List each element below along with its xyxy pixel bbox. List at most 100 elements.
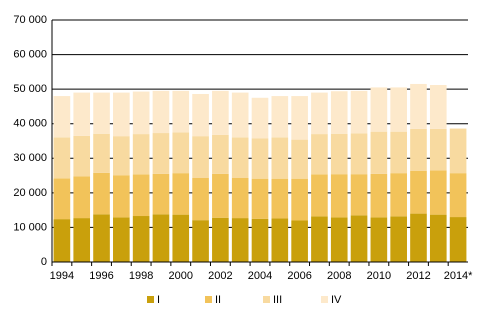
bar-segment	[449, 173, 467, 218]
bar-segment	[271, 178, 289, 219]
x-tick-label: 2004	[248, 270, 272, 282]
bar-segment	[113, 175, 130, 218]
bar-segment	[192, 93, 209, 137]
legend-swatch	[321, 296, 328, 303]
bar-segment	[231, 137, 249, 178]
y-tick-label: 40 000	[13, 118, 47, 130]
bar-segment	[172, 173, 190, 215]
bar-segment	[192, 177, 209, 221]
bar-segment	[449, 128, 467, 174]
bar-segment	[132, 216, 150, 262]
bar-segment	[429, 84, 447, 129]
y-tick-label: 0	[41, 256, 47, 268]
bar-segment	[53, 219, 71, 262]
bar-segment	[192, 220, 209, 262]
bar-segment	[192, 136, 209, 178]
bar-segment	[291, 139, 308, 179]
x-tick-label: 2002	[208, 270, 232, 282]
x-tick-label: 1994	[50, 270, 74, 282]
bar-segment	[429, 214, 447, 262]
bar-segment	[132, 91, 150, 135]
bar-segment	[370, 217, 388, 262]
bar-segment	[350, 133, 368, 175]
y-tick-label: 60 000	[13, 48, 47, 60]
bar-segment	[410, 213, 427, 262]
bar-segment	[350, 90, 368, 134]
y-tick-label: 50 000	[13, 83, 47, 95]
bar-segment	[93, 214, 110, 262]
bar-segment	[53, 178, 71, 220]
bar-segment	[410, 83, 427, 129]
bar-segment	[212, 90, 229, 135]
bar-segment	[212, 217, 229, 262]
bar-segment	[132, 174, 150, 217]
legend-label: IV	[331, 294, 342, 306]
bar-segment	[330, 133, 348, 175]
bar-segment	[113, 92, 130, 137]
bar-segment	[390, 216, 407, 262]
bar-segment	[370, 173, 388, 218]
bar-segment	[231, 177, 249, 219]
y-tick-label: 30 000	[13, 152, 47, 164]
bar-segment	[113, 136, 130, 176]
bar-segment	[152, 214, 170, 262]
bar-segment	[93, 92, 110, 134]
bar-segment	[93, 133, 110, 173]
bar-segment	[93, 172, 110, 215]
bar-segment	[449, 217, 467, 262]
bar-segment	[370, 87, 388, 132]
y-tick-label: 10 000	[13, 221, 47, 233]
bar-segment	[330, 174, 348, 218]
bar-segment	[311, 174, 328, 217]
bar-segment	[172, 214, 190, 262]
legend-swatch	[147, 296, 154, 303]
y-tick-label: 70 000	[13, 14, 47, 26]
bar-segment	[390, 131, 407, 174]
bar-segment	[271, 218, 289, 262]
bar-segment	[429, 170, 447, 215]
bar-segment	[251, 138, 269, 179]
bar-segment	[251, 218, 269, 262]
bar-segment	[53, 96, 71, 138]
x-tick-label: 2014*	[444, 270, 473, 282]
bar-segment	[73, 176, 91, 219]
bar-segment	[271, 137, 289, 179]
legend-label: I	[157, 294, 160, 306]
bar-segment	[212, 134, 229, 174]
x-tick-label: 1996	[89, 270, 113, 282]
bar-segment	[330, 91, 348, 134]
bar-segment	[73, 218, 91, 262]
bar-segment	[251, 97, 269, 139]
bar-segment	[113, 217, 130, 262]
legend-label: III	[273, 294, 282, 306]
bar-segment	[291, 178, 308, 221]
bar-segment	[152, 133, 170, 174]
bar-segment	[311, 134, 328, 175]
bar-segment	[311, 92, 328, 135]
bar-segment	[291, 96, 308, 140]
legend-label: II	[215, 294, 221, 306]
bar-segment	[291, 220, 308, 262]
bar-segment	[251, 178, 269, 219]
x-tick-label: 2012	[406, 270, 430, 282]
bar-segment	[271, 96, 289, 138]
bar-segment	[350, 215, 368, 262]
bar-segment	[330, 217, 348, 262]
x-tick-label: 2006	[287, 270, 311, 282]
bar-segment	[53, 137, 71, 179]
bar-segment	[172, 132, 190, 174]
bar-segment	[212, 173, 229, 218]
bar-segment	[231, 92, 249, 138]
bar-segment	[152, 90, 170, 134]
bar-segment	[429, 128, 447, 171]
bar-segment	[311, 216, 328, 262]
bar-segment	[410, 170, 427, 214]
x-tick-label: 2000	[169, 270, 193, 282]
y-tick-label: 20 000	[13, 187, 47, 199]
bar-segment	[231, 218, 249, 262]
bar-segment	[350, 174, 368, 216]
bar-segment	[73, 135, 91, 177]
bar-segment	[390, 173, 407, 217]
bar-segment	[152, 173, 170, 215]
